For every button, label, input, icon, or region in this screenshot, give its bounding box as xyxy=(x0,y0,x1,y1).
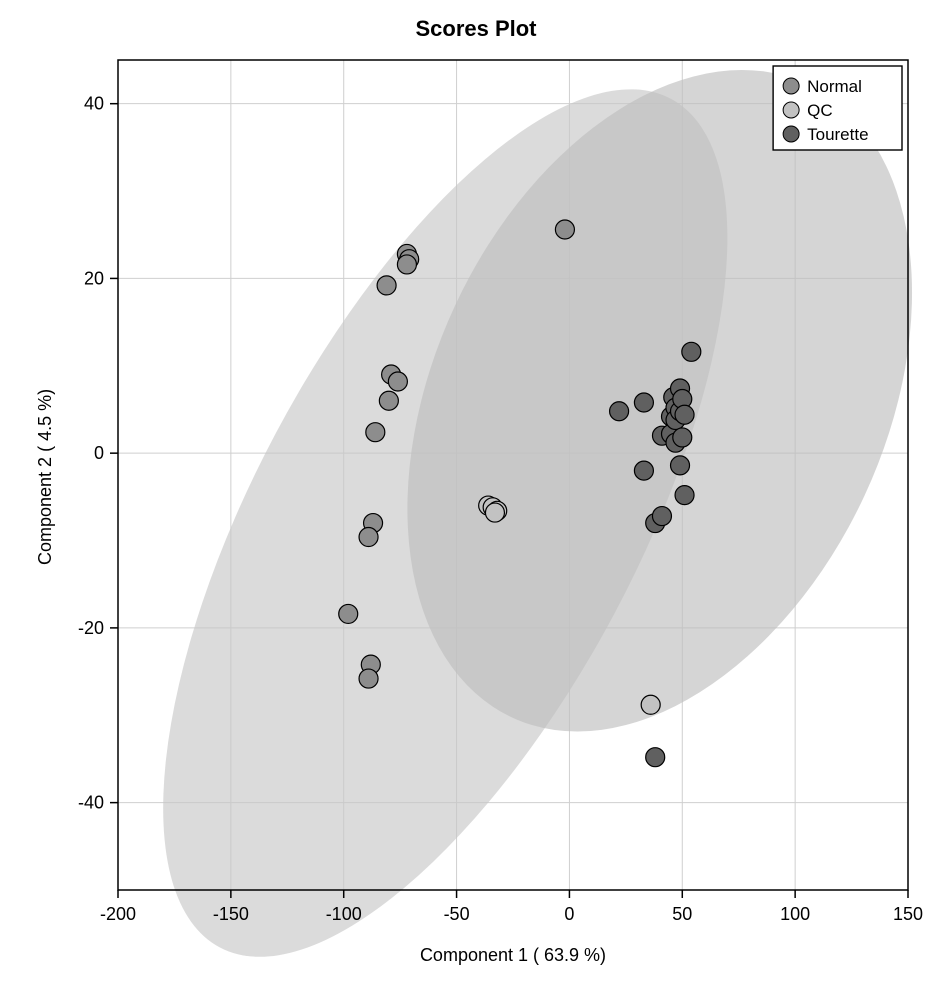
data-point xyxy=(646,748,665,767)
legend-marker xyxy=(783,102,799,118)
data-point xyxy=(388,372,407,391)
legend: Normal QC Tourette xyxy=(773,66,902,150)
y-tick-label: 20 xyxy=(84,268,104,288)
data-point xyxy=(359,669,378,688)
chart-title: Scores Plot xyxy=(0,16,952,42)
legend-label: QC xyxy=(807,101,833,120)
x-tick-label: -50 xyxy=(444,904,470,924)
data-point xyxy=(641,695,660,714)
x-tick-label: -200 xyxy=(100,904,136,924)
data-point xyxy=(675,405,694,424)
y-tick-label: 0 xyxy=(94,443,104,463)
data-point xyxy=(682,342,701,361)
data-point xyxy=(634,393,653,412)
data-point xyxy=(339,604,358,623)
y-tick-label: 40 xyxy=(84,94,104,114)
legend-marker xyxy=(783,126,799,142)
data-point xyxy=(485,503,504,522)
legend-label: Normal xyxy=(807,77,862,96)
data-point xyxy=(652,507,671,526)
y-axis-label: Component 2 ( 4.5 %) xyxy=(35,389,56,565)
x-tick-label: 150 xyxy=(893,904,923,924)
x-axis-label: Component 1 ( 63.9 %) xyxy=(413,945,613,966)
data-point xyxy=(610,402,629,421)
data-point xyxy=(379,391,398,410)
data-point xyxy=(675,486,694,505)
data-point xyxy=(673,428,692,447)
data-point xyxy=(634,461,653,480)
scores-plot-chart: Scores Plot -200-150-100-50050100150-40-… xyxy=(0,0,952,1000)
plot-area: -200-150-100-50050100150-40-2002040Norma… xyxy=(0,0,952,1000)
y-tick-label: -40 xyxy=(78,793,104,813)
data-point xyxy=(359,528,378,547)
x-tick-label: -150 xyxy=(213,904,249,924)
data-point xyxy=(397,255,416,274)
data-point xyxy=(671,456,690,475)
x-tick-label: 100 xyxy=(780,904,810,924)
data-point xyxy=(555,220,574,239)
legend-label: Tourette xyxy=(807,125,868,144)
data-point xyxy=(366,423,385,442)
y-tick-label: -20 xyxy=(78,618,104,638)
x-tick-label: 50 xyxy=(672,904,692,924)
legend-marker xyxy=(783,78,799,94)
x-tick-label: -100 xyxy=(326,904,362,924)
data-point xyxy=(377,276,396,295)
x-tick-label: 0 xyxy=(564,904,574,924)
